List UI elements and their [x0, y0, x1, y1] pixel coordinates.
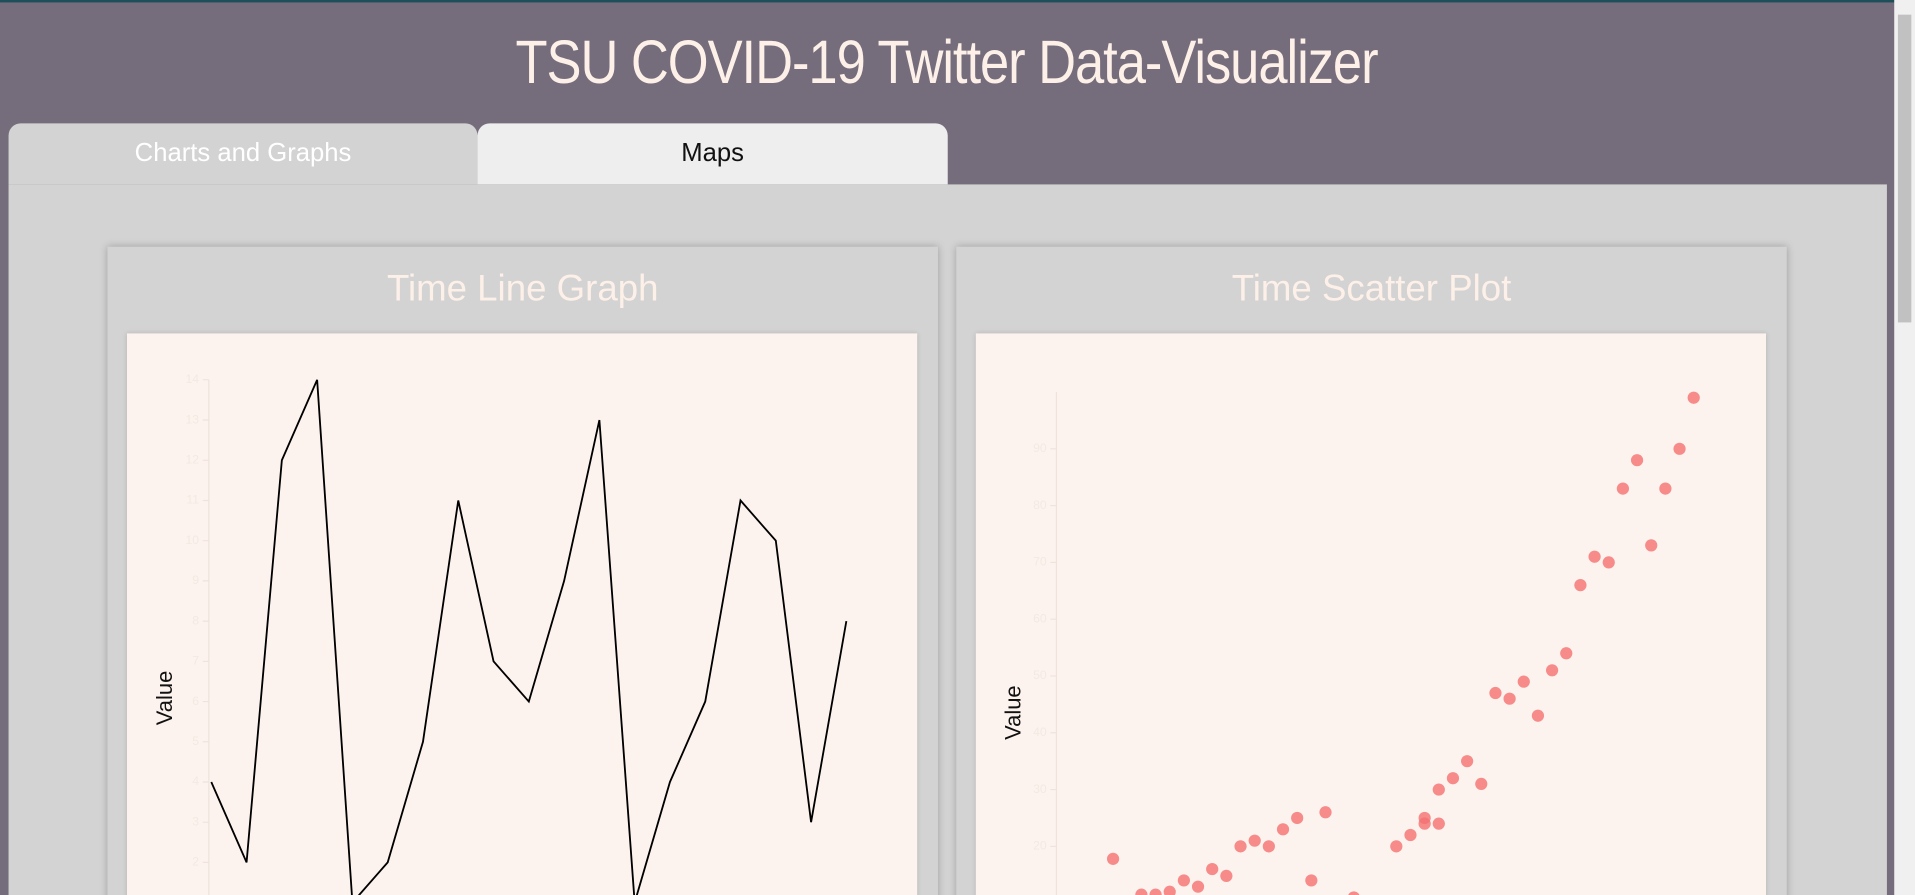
point [1461, 755, 1474, 768]
chart: 1234567891011121314Value [127, 333, 918, 895]
point [1305, 874, 1318, 887]
y-tick-label: 13 [185, 412, 199, 426]
y-axis-label: Value [1001, 685, 1026, 740]
point [1531, 709, 1545, 722]
point [1659, 482, 1672, 495]
point [1602, 556, 1615, 569]
y-tick-label: 60 [1033, 611, 1047, 625]
point [1276, 823, 1290, 836]
y-tick-label: 70 [1033, 555, 1047, 569]
y-tick-label: 5 [192, 734, 199, 748]
point [1687, 391, 1700, 404]
y-tick-label: 50 [1033, 668, 1047, 682]
point [1517, 675, 1530, 688]
y-axis-label: Value [152, 671, 177, 726]
scrollbar-thumb[interactable] [1897, 14, 1912, 323]
y-tick-label: 12 [185, 452, 199, 466]
top-border [0, 0, 1915, 3]
point [1432, 783, 1445, 796]
point [1503, 692, 1516, 705]
y-tick-label: 30 [1033, 782, 1047, 796]
point [1163, 885, 1176, 895]
chart-card: Time Line Graph 1234567891011121314Value [107, 246, 938, 895]
point [1319, 806, 1332, 819]
point [1177, 874, 1190, 887]
point [1191, 880, 1205, 893]
point [1262, 840, 1275, 853]
chart-title: Time Scatter Plot [1231, 268, 1512, 309]
point [1475, 777, 1488, 790]
y-tick-label: 7 [192, 654, 199, 668]
y-tick-label: 90 [1033, 441, 1047, 455]
tab[interactable]: Charts and Graphs [8, 123, 478, 185]
point [1248, 834, 1261, 847]
y-tick-label: 14 [185, 372, 199, 386]
point [1673, 442, 1686, 455]
chart-card: Time Scatter Plot 102030405060708090Valu… [956, 246, 1787, 895]
point [1348, 891, 1360, 895]
y-tick-label: 9 [192, 573, 199, 587]
point [1574, 579, 1587, 592]
point [1149, 888, 1162, 895]
line [210, 379, 848, 895]
y-tick-label: 11 [186, 493, 199, 507]
y-tick-label: 20 [1033, 839, 1047, 853]
point [1291, 811, 1304, 825]
point [1390, 840, 1403, 853]
page-title: TSU COVID-19 Twitter Data-Visualizer [515, 28, 1378, 97]
point [1560, 647, 1573, 660]
y-tick-label: 6 [192, 694, 199, 708]
y-tick-label: 2 [192, 855, 199, 869]
point [1404, 828, 1417, 842]
point [1645, 539, 1658, 552]
y-tick-label: 4 [192, 774, 199, 788]
tab[interactable]: Maps [477, 123, 948, 185]
y-tick-label: 10 [185, 533, 199, 547]
point [1135, 888, 1148, 895]
chart-title: Time Line Graph [386, 268, 659, 309]
point [1588, 550, 1601, 563]
point [1545, 664, 1559, 677]
y-tick-label: 8 [192, 613, 199, 627]
point [1489, 686, 1502, 700]
y-tick-label: 40 [1033, 725, 1047, 739]
point [1106, 852, 1120, 865]
point [1234, 840, 1247, 853]
chart: 102030405060708090Value [975, 333, 1766, 895]
point [1630, 454, 1644, 467]
y-tick-label: 3 [192, 814, 199, 828]
point [1446, 772, 1460, 785]
point [1220, 869, 1233, 882]
point [1418, 817, 1431, 830]
point [1616, 482, 1630, 495]
point [1206, 862, 1219, 876]
point [1432, 817, 1445, 830]
y-tick-label: 80 [1033, 498, 1047, 512]
